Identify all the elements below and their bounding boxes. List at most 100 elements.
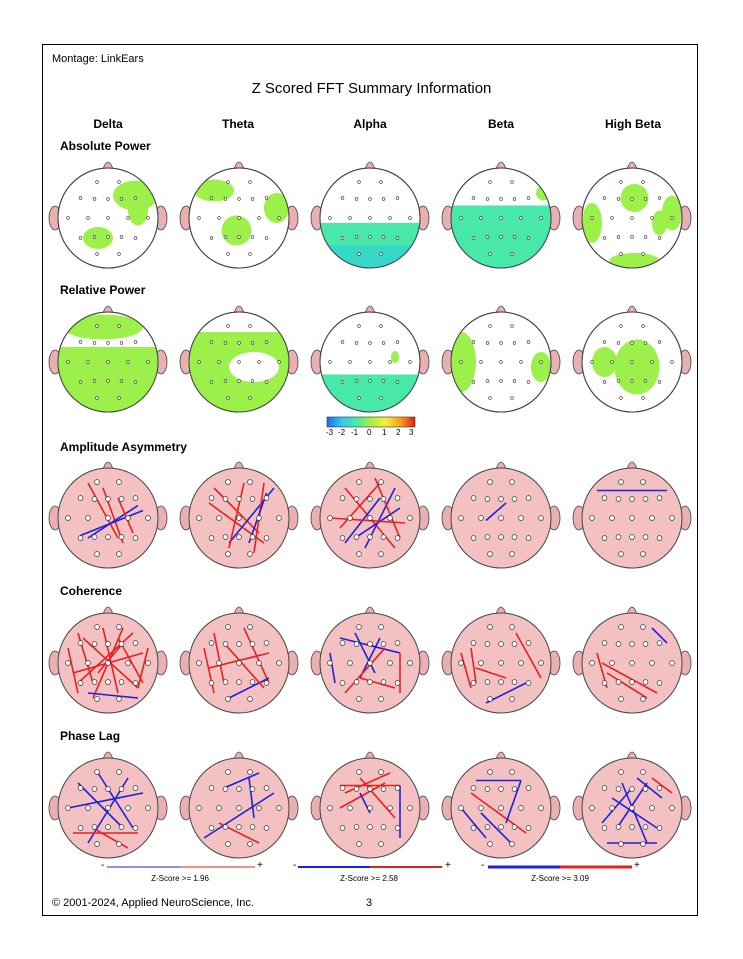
electrode — [478, 660, 484, 666]
electrode — [619, 396, 623, 400]
connection-line — [228, 677, 270, 699]
electrode — [106, 216, 110, 220]
electrode — [602, 380, 607, 384]
connection-line — [606, 672, 648, 699]
electrode — [487, 769, 493, 775]
zscore-patch — [582, 203, 602, 243]
electrode — [656, 785, 663, 791]
electrode — [629, 660, 635, 666]
colorbar-tick: -1 — [351, 428, 359, 437]
connection-line — [651, 777, 673, 794]
electrode — [77, 640, 84, 646]
connection-line — [228, 482, 245, 549]
electrode — [381, 235, 386, 239]
electrode — [264, 340, 269, 344]
electrode — [118, 786, 125, 792]
electrode — [669, 805, 675, 811]
head-coherence-beta — [441, 606, 561, 714]
electrode — [78, 380, 83, 384]
electrode — [222, 496, 229, 502]
electrode — [347, 660, 353, 666]
electrode — [196, 805, 202, 811]
connection-line — [651, 627, 668, 644]
electrode — [616, 235, 621, 239]
electrode — [217, 216, 221, 220]
electrode — [394, 495, 401, 501]
electrode — [367, 515, 373, 521]
electrode — [116, 551, 122, 557]
legend-minus: - — [293, 860, 297, 871]
zscore-patch — [609, 253, 660, 268]
electrode — [525, 825, 532, 831]
electrode — [642, 679, 649, 685]
electrode — [394, 640, 401, 646]
electrode — [511, 641, 518, 647]
band-header-beta: Beta — [487, 117, 514, 131]
connection-line — [480, 812, 512, 844]
electrode — [105, 679, 111, 685]
head-amplitude-asymmetry-high-beta — [572, 461, 692, 569]
scalp-outline — [319, 167, 421, 269]
electrode — [357, 252, 361, 256]
electrode — [250, 197, 255, 201]
electrode — [116, 841, 122, 847]
electrode — [367, 805, 373, 811]
zscore-patch — [194, 179, 234, 202]
electrode — [216, 805, 222, 811]
electrode — [225, 624, 231, 630]
colorbar-tick: 0 — [367, 428, 372, 437]
connection-line — [248, 777, 255, 819]
electrode — [357, 324, 361, 328]
zscore-patch — [391, 351, 399, 363]
electrode — [208, 825, 215, 831]
electrode — [117, 396, 121, 400]
connection-line — [339, 482, 381, 529]
electrode — [237, 360, 241, 364]
connection-line — [359, 777, 396, 819]
electrode — [236, 641, 242, 647]
electrode — [379, 324, 383, 328]
electrode — [458, 805, 464, 811]
electrode — [484, 824, 491, 830]
electrode — [353, 496, 360, 502]
electrode — [642, 641, 649, 647]
electrode — [145, 805, 151, 811]
electrode — [657, 236, 662, 240]
electrode — [407, 515, 413, 521]
electrode — [353, 824, 360, 830]
electrode — [380, 679, 387, 685]
legend-plus: + — [257, 860, 263, 871]
electrode — [379, 396, 383, 400]
electrode — [263, 495, 270, 501]
electrode — [225, 841, 231, 847]
electrode — [499, 235, 503, 239]
electrode — [378, 696, 384, 702]
electrode — [105, 515, 111, 521]
electrode — [601, 785, 608, 791]
electrode — [656, 535, 663, 541]
connection-line — [87, 482, 119, 539]
electrode — [470, 785, 477, 791]
electrode — [395, 380, 400, 384]
electrode — [354, 235, 359, 239]
head-absolute-power-high-beta — [572, 161, 692, 269]
electrode — [263, 785, 270, 791]
head-coherence-high-beta — [572, 606, 692, 714]
electrode — [615, 534, 622, 540]
electrode — [328, 360, 332, 364]
scalp-outline — [450, 167, 552, 269]
electrode — [327, 660, 333, 666]
electrode — [340, 340, 345, 344]
connection-line — [223, 772, 260, 789]
electrode — [276, 515, 282, 521]
electrode — [629, 805, 635, 811]
electrode — [367, 679, 373, 685]
electrode — [518, 515, 524, 521]
electrode — [237, 235, 241, 239]
electrode — [619, 252, 623, 256]
row-label-amplitude-asymmetry: Amplitude Asymmetry — [60, 440, 187, 454]
electrode — [387, 515, 393, 521]
connection-line — [213, 487, 260, 534]
electrode — [354, 197, 359, 201]
electrode — [488, 252, 492, 256]
